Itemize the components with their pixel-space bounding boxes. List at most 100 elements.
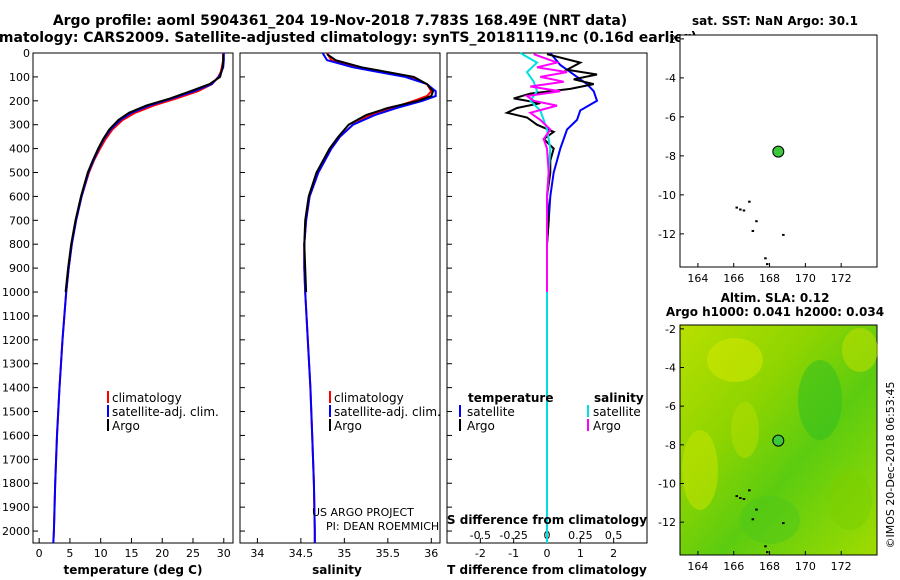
legend-argo: Argo: [112, 419, 140, 433]
depth-tick-label: 900: [9, 262, 30, 275]
x-tick-label: 0: [36, 547, 43, 560]
map-x-tick-label: 166: [723, 560, 744, 573]
x2-tick-label: 0.25: [568, 529, 593, 542]
depth-tick-label: 300: [9, 119, 30, 132]
depth-tick-label: 1300: [2, 358, 30, 371]
island-mark: [739, 497, 742, 499]
x-tick-label: 36: [424, 547, 438, 560]
sla-blob: [707, 338, 763, 382]
depth-tick-label: 1600: [2, 429, 30, 442]
series-line-satellite-adj-clim-: [303, 52, 437, 543]
island-mark: [764, 545, 767, 548]
salinity-legend: climatology satellite-adj. clim. Argo: [329, 391, 441, 433]
island-mark: [751, 230, 755, 232]
map-y-tick-label: -10: [658, 189, 676, 202]
island-mark: [742, 498, 746, 500]
island-mark: [748, 489, 751, 492]
legend-header-temperature: temperature: [468, 391, 553, 405]
x-tick-label: 34.5: [289, 547, 314, 560]
map-y-tick-label: -2: [665, 33, 676, 46]
legend-satellite: satellite-adj. clim.: [334, 405, 441, 419]
x-tick-label: 20: [155, 547, 169, 560]
map-x-tick-label: 164: [687, 560, 708, 573]
map-y-tick-label: -8: [665, 439, 676, 452]
depth-axis: 0 100 200 300 400 500 600 700 800 900 1000 1100 1200…: [2, 47, 452, 538]
temperature-legend: climatology satellite-adj. clim. Argo: [107, 391, 219, 433]
map-x-tick-label: 168: [759, 560, 780, 573]
x-tick-label: 25: [186, 547, 200, 560]
x-tick-label: 35: [337, 547, 351, 560]
map-y-tick-label: -6: [665, 400, 676, 413]
project-note-line2: PI: DEAN ROEMMICH: [326, 520, 439, 533]
argo-float-marker: [772, 145, 785, 158]
series-line-argo: [64, 54, 225, 293]
x2-tick-label: 0.5: [605, 529, 623, 542]
legend-climatology: climatology: [112, 391, 182, 405]
map-x-tick-label: 172: [831, 560, 852, 573]
legend-sal-argo: Argo: [593, 419, 621, 433]
series-line-salinity-argo: [524, 53, 568, 292]
island-mark: [755, 220, 758, 223]
depth-tick-label: 500: [9, 167, 30, 180]
project-note-line1: US ARGO PROJECT: [312, 506, 414, 519]
map-y-tick-label: -4: [665, 72, 676, 85]
sst-map-title: sat. SST: NaN Argo: 30.1: [692, 14, 858, 28]
sla-blob: [828, 470, 872, 530]
x-tick-label: 5: [66, 547, 73, 560]
x-tick-label: 0: [544, 547, 551, 560]
legend-sal-satellite: satellite: [593, 405, 641, 419]
x-tick-label: 35.5: [376, 547, 401, 560]
x-tick-label: -1: [508, 547, 519, 560]
map-x-tick-label: 164: [687, 272, 708, 285]
depth-tick-label: 1800: [2, 477, 30, 490]
temperature-plot: 0 5 10 15 20 25 30: [36, 53, 231, 560]
depth-tick-label: 800: [9, 238, 30, 251]
island-mark: [782, 522, 785, 525]
salinity-panel-frame: [239, 52, 441, 544]
map-y-tick-label: -4: [665, 362, 676, 375]
header-line2: Climatology: CARS2009. Satellite-adjuste…: [0, 30, 697, 46]
sla-field-blobs: [682, 328, 878, 544]
map-y-tick-label: -10: [658, 477, 676, 490]
sla-blob: [731, 402, 759, 458]
map-x-tick-label: 166: [723, 272, 744, 285]
x-tick-label: 1: [577, 547, 584, 560]
map-x-tick-label: 172: [831, 272, 852, 285]
depth-tick-label: 100: [9, 71, 30, 84]
sla-map-title: Altim. SLA: 0.12: [721, 291, 830, 305]
difference-xlabel2: S difference from climatology: [447, 513, 647, 527]
legend-satellite: satellite-adj. clim.: [112, 405, 219, 419]
depth-tick-label: 1200: [2, 334, 30, 347]
series-line-argo: [303, 53, 435, 293]
depth-tick-label: 400: [9, 143, 30, 156]
island-mark: [739, 208, 742, 211]
island-mark: [735, 495, 738, 498]
depth-tick-label: 1700: [2, 453, 30, 466]
sla-map: 164 166 168 170 172 -2 -4 -6 -8 -10 -12: [658, 323, 852, 573]
depth-tick-label: 2000: [2, 525, 30, 538]
island-mark: [751, 518, 755, 521]
depth-tick-label: 1400: [2, 382, 30, 395]
argo-float-marker: [772, 434, 785, 447]
map-y-tick-label: -2: [665, 323, 676, 336]
x-tick-label: 15: [124, 547, 138, 560]
map-y-tick-label: -6: [665, 111, 676, 124]
x-tick-label: -2: [475, 547, 486, 560]
x2-tick-label: -0.25: [499, 529, 527, 542]
depth-tick-label: 1900: [2, 501, 30, 514]
legend-argo: Argo: [334, 419, 362, 433]
map-x-tick-label: 170: [795, 272, 816, 285]
island-mark: [742, 209, 746, 212]
sla-blob: [682, 430, 718, 510]
island-mark: [766, 263, 769, 266]
difference-plot: -2 -1 0 1 2-0.5 -0.25 0 0.25 0.5: [470, 52, 623, 560]
island-mark: [735, 206, 738, 209]
x-tick-label: 2: [610, 547, 617, 560]
map-x-tick-label: 168: [759, 272, 780, 285]
x-tick-label: 10: [94, 547, 108, 560]
map-y-tick-label: -12: [658, 228, 676, 241]
difference-xlabel: T difference from climatology: [447, 563, 647, 577]
island-mark: [766, 551, 769, 554]
depth-tick-label: 0: [23, 47, 30, 60]
depth-tick-label: 600: [9, 190, 30, 203]
